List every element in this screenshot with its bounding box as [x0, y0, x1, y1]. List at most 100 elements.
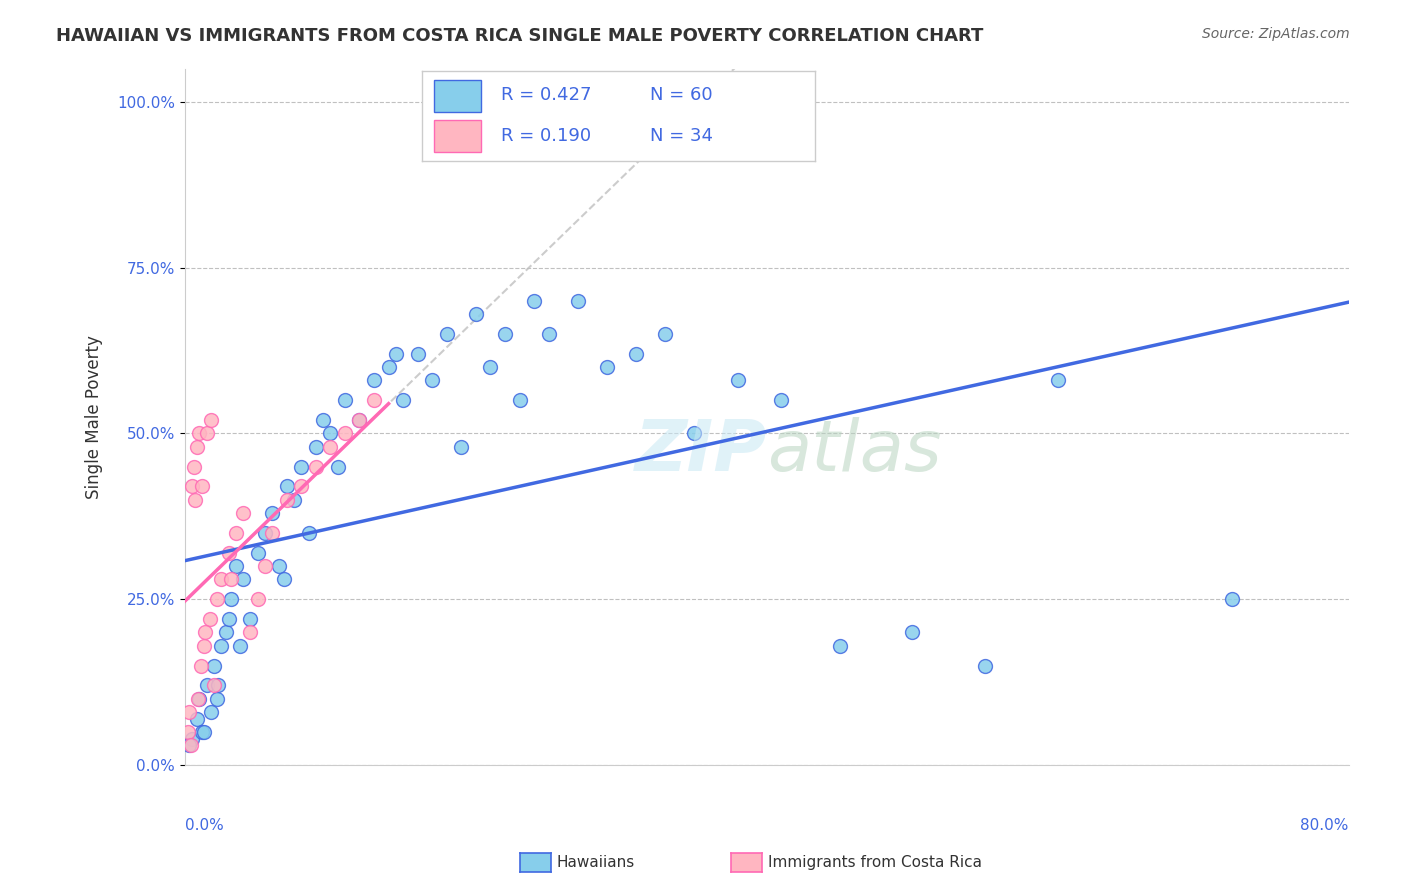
Point: [239, 625, 262, 640]
Point: [305, 459, 328, 474]
Point: [214, 625, 236, 640]
Point: [225, 525, 247, 540]
Point: [363, 393, 385, 408]
Text: HAWAIIAN VS IMMIGRANTS FROM COSTA RICA SINGLE MALE POVERTY CORRELATION CHART: HAWAIIAN VS IMMIGRANTS FROM COSTA RICA S…: [56, 27, 984, 45]
Point: [179, 705, 201, 719]
Point: [253, 559, 276, 574]
Text: atlas: atlas: [766, 417, 942, 486]
Point: [191, 725, 214, 739]
Point: [290, 479, 312, 493]
Point: [385, 347, 408, 361]
Point: [202, 658, 225, 673]
Point: [509, 393, 531, 408]
Text: Hawaiians: Hawaiians: [557, 855, 636, 870]
Point: [901, 625, 924, 640]
Point: [262, 506, 284, 520]
Point: [464, 307, 486, 321]
Text: R = 0.190: R = 0.190: [501, 128, 591, 145]
Point: [246, 592, 269, 607]
Point: [1222, 592, 1244, 607]
Point: [683, 426, 706, 441]
Text: ZIP: ZIP: [634, 417, 766, 486]
Point: [205, 691, 228, 706]
Point: [363, 373, 385, 387]
Point: [246, 546, 269, 560]
Text: N = 60: N = 60: [650, 87, 713, 104]
Point: [181, 479, 204, 493]
Point: [232, 572, 254, 586]
Point: [828, 639, 851, 653]
Point: [290, 459, 312, 474]
Point: [180, 738, 202, 752]
Point: [186, 712, 208, 726]
Point: [193, 725, 215, 739]
Point: [195, 678, 218, 692]
Point: [183, 459, 205, 474]
Point: [326, 459, 349, 474]
Point: [1046, 373, 1069, 387]
Point: [283, 492, 305, 507]
Point: [181, 731, 204, 746]
Point: [202, 678, 225, 692]
FancyBboxPatch shape: [433, 120, 481, 152]
Point: [392, 393, 415, 408]
Point: [232, 506, 254, 520]
Point: [269, 559, 291, 574]
Text: N = 34: N = 34: [650, 128, 713, 145]
Point: [193, 639, 215, 653]
Point: [188, 426, 211, 441]
Point: [494, 326, 516, 341]
Point: [273, 572, 295, 586]
Point: [191, 479, 214, 493]
Point: [205, 592, 228, 607]
Point: [218, 612, 240, 626]
Text: Immigrants from Costa Rica: Immigrants from Costa Rica: [768, 855, 981, 870]
Point: [187, 691, 209, 706]
Point: [253, 525, 276, 540]
Y-axis label: Single Male Poverty: Single Male Poverty: [86, 334, 103, 499]
Point: [195, 426, 218, 441]
Point: [974, 658, 997, 673]
Point: [184, 492, 207, 507]
Point: [523, 293, 546, 308]
Text: 0.0%: 0.0%: [186, 818, 224, 833]
Point: [276, 479, 298, 493]
Point: [333, 393, 356, 408]
Point: [200, 413, 222, 427]
Point: [420, 373, 443, 387]
Point: [537, 326, 560, 341]
Point: [654, 326, 676, 341]
Point: [207, 678, 229, 692]
Point: [727, 373, 749, 387]
Point: [186, 440, 208, 454]
Point: [450, 440, 472, 454]
Point: [349, 413, 371, 427]
Point: [177, 725, 200, 739]
Point: [312, 413, 335, 427]
Point: [262, 525, 284, 540]
Point: [209, 639, 232, 653]
Point: [377, 359, 399, 374]
Point: [297, 525, 319, 540]
Point: [479, 359, 502, 374]
Text: 80.0%: 80.0%: [1301, 818, 1348, 833]
Point: [209, 572, 232, 586]
Point: [179, 738, 201, 752]
Point: [239, 612, 262, 626]
Point: [200, 705, 222, 719]
Point: [276, 492, 298, 507]
Point: [188, 691, 211, 706]
Point: [567, 293, 589, 308]
Point: [198, 612, 221, 626]
Text: R = 0.427: R = 0.427: [501, 87, 591, 104]
Point: [436, 326, 458, 341]
Point: [225, 559, 247, 574]
Point: [305, 440, 328, 454]
Point: [218, 546, 240, 560]
Point: [319, 426, 342, 441]
Point: [319, 440, 342, 454]
Point: [229, 639, 252, 653]
Point: [770, 393, 793, 408]
Point: [624, 347, 647, 361]
Text: Source: ZipAtlas.com: Source: ZipAtlas.com: [1202, 27, 1350, 41]
